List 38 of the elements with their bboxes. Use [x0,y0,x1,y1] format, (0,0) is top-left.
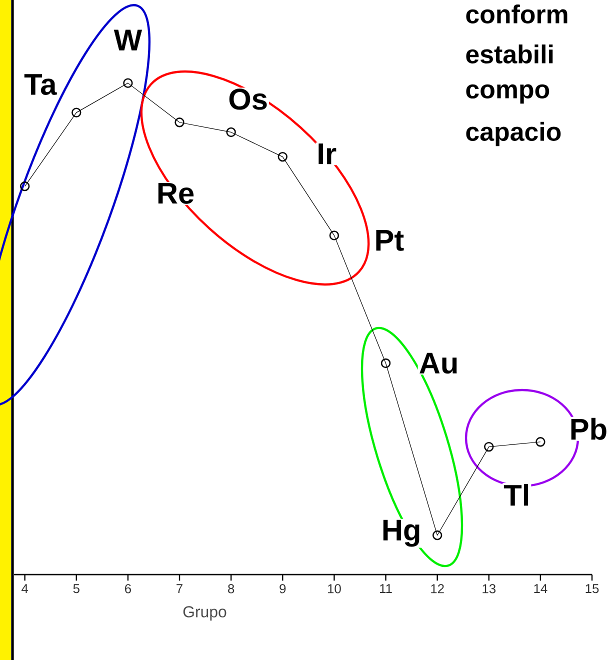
point [329,230,340,240]
annotation: Os [229,88,267,110]
point [484,442,494,452]
x-tick-label: 7 [176,584,182,594]
point [278,152,288,162]
point [20,181,30,192]
x-tick-label: 13 [482,584,496,594]
x-tick-label: 6 [125,584,131,594]
annotation: Pt [376,230,404,251]
annotation: capacio [466,122,561,146]
point [226,127,236,138]
annotation: Ir [318,144,336,164]
x-tick-label: 5 [73,584,80,594]
annotation: Re [158,182,194,204]
x-tick-label: 14 [534,584,548,594]
annotation: Hg [383,520,420,547]
x-tick-label: 15 [586,584,599,594]
annotation: compo [466,84,550,104]
x-tick-label: 4 [22,584,28,594]
point [123,78,133,88]
x-tick-label: 12 [431,584,444,594]
point [72,108,82,118]
point [536,437,546,447]
x-tick-label: 9 [280,584,286,594]
annotation: W [114,30,142,50]
x-tick-label: 10 [328,584,341,594]
point [432,530,442,540]
text: estabili [466,44,553,64]
point [174,118,184,128]
x-tick-label: 8 [228,584,234,594]
annotation: Pb [571,418,606,440]
text: conform [466,4,568,24]
x-tick-label: 11 [380,584,392,594]
point [380,358,391,368]
x-axis-title: Grupo [183,606,226,621]
annotation: Ta [24,74,57,95]
annotation: Tl [504,484,528,506]
annotation: Au [420,352,457,374]
